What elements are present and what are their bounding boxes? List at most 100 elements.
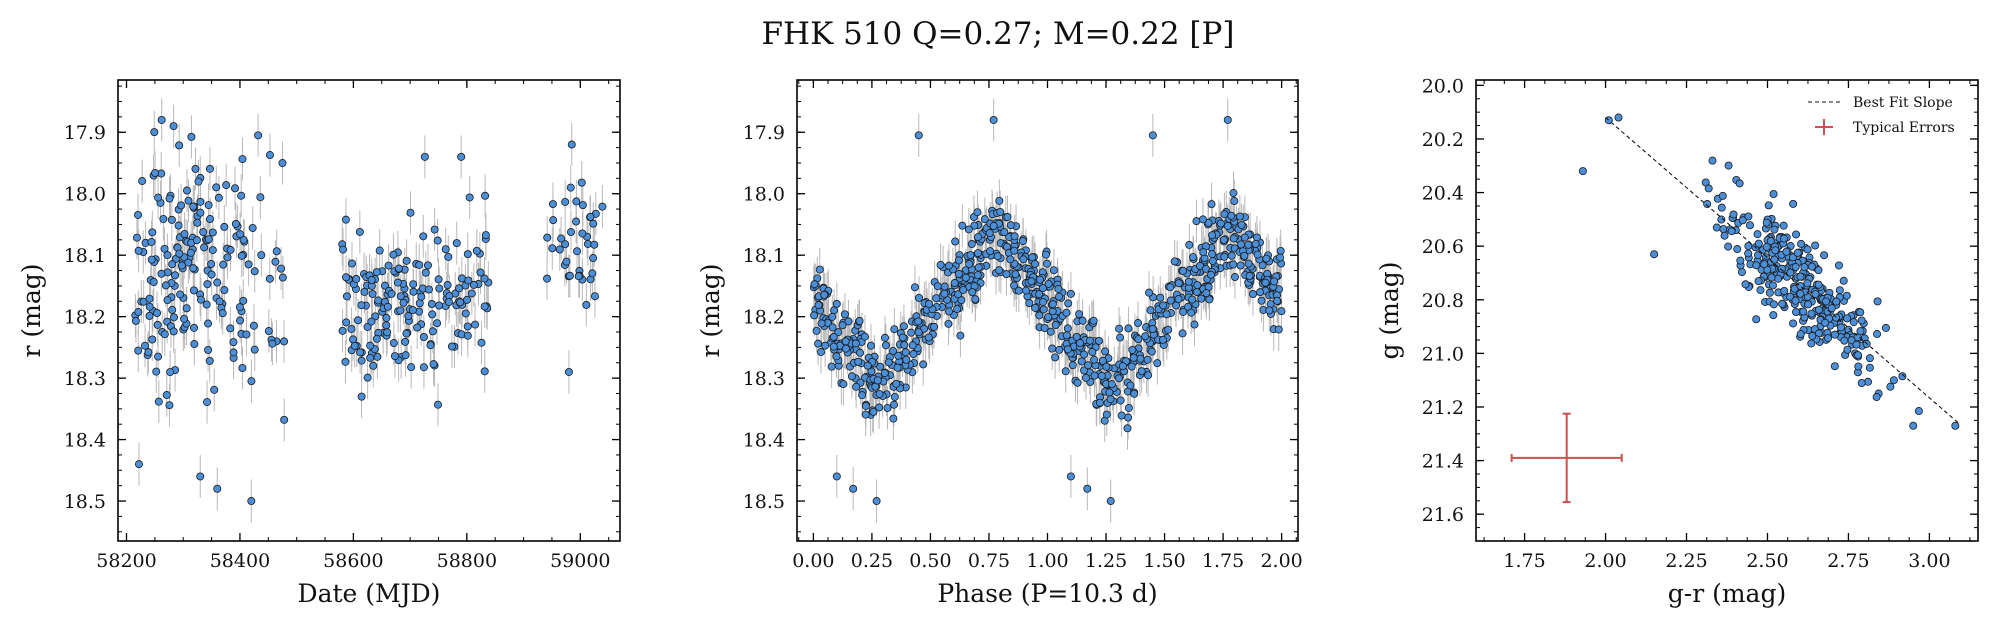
data-point xyxy=(1147,347,1156,356)
data-point xyxy=(1762,218,1771,227)
data-point xyxy=(945,307,954,316)
data-point xyxy=(280,337,289,346)
data-point xyxy=(974,263,983,272)
data-point xyxy=(1770,255,1779,264)
data-point xyxy=(1021,286,1030,295)
data-point xyxy=(180,314,189,323)
data-point xyxy=(151,168,160,177)
data-point xyxy=(954,269,963,278)
data-point xyxy=(869,407,878,416)
data-point xyxy=(165,194,174,203)
data-point xyxy=(1803,279,1812,288)
data-point xyxy=(1035,311,1044,320)
data-point xyxy=(1031,303,1040,312)
data-layer xyxy=(131,98,607,523)
data-point xyxy=(393,278,402,287)
data-point xyxy=(207,270,216,279)
data-point xyxy=(153,320,162,329)
data-point xyxy=(925,299,934,308)
data-point xyxy=(1735,179,1744,188)
data-point xyxy=(1220,210,1229,219)
data-point xyxy=(1738,216,1747,225)
data-point xyxy=(469,280,478,289)
y-tick-label: 21.2 xyxy=(1422,397,1464,419)
data-point xyxy=(1088,347,1097,356)
data-point xyxy=(1777,264,1786,273)
data-point xyxy=(481,231,490,240)
data-point xyxy=(1252,233,1261,242)
data-point xyxy=(1814,266,1823,275)
x-tick-label: 59000 xyxy=(550,550,610,572)
data-point xyxy=(1237,220,1246,229)
data-point xyxy=(1840,336,1849,345)
data-point xyxy=(1803,245,1812,254)
data-point xyxy=(1852,340,1861,349)
data-point xyxy=(1187,308,1196,317)
data-point xyxy=(1808,331,1817,340)
data-point xyxy=(223,253,232,262)
data-point xyxy=(1821,318,1830,327)
y-tick-label: 18.0 xyxy=(64,184,106,206)
data-point xyxy=(812,326,821,335)
data-point xyxy=(236,230,245,239)
data-point xyxy=(1117,411,1126,420)
data-point xyxy=(1799,307,1808,316)
data-point xyxy=(196,197,205,206)
data-point xyxy=(564,367,573,376)
data-point xyxy=(235,303,244,312)
data-point xyxy=(387,289,396,298)
data-point xyxy=(177,261,186,270)
data-point xyxy=(1216,219,1225,228)
data-point xyxy=(372,334,381,343)
x-tick-label: 1.75 xyxy=(1503,550,1545,572)
x-axis-label: Date (MJD) xyxy=(298,579,441,608)
data-point xyxy=(898,333,907,342)
data-point xyxy=(1754,277,1763,286)
x-tick-label: 0.75 xyxy=(968,550,1010,572)
data-point xyxy=(161,281,170,290)
data-point xyxy=(863,361,872,370)
data-point xyxy=(1106,497,1115,506)
data-point xyxy=(1762,242,1771,251)
data-point xyxy=(1223,221,1232,230)
data-point xyxy=(814,339,823,348)
data-point xyxy=(1791,308,1800,317)
data-point xyxy=(841,337,850,346)
data-point xyxy=(961,273,970,282)
data-point xyxy=(589,254,598,263)
data-point xyxy=(401,351,410,360)
data-point xyxy=(1066,289,1075,298)
data-point xyxy=(342,292,351,301)
data-point xyxy=(169,327,178,336)
data-point xyxy=(1914,407,1923,416)
x-tick-label: 0.25 xyxy=(851,550,893,572)
data-point xyxy=(1843,314,1852,323)
x-axis-label: Phase (P=10.3 d) xyxy=(937,579,1157,608)
data-point xyxy=(463,331,472,340)
y-tick-label: 18.2 xyxy=(64,307,106,329)
data-point xyxy=(940,289,949,298)
data-point xyxy=(168,305,177,314)
data-point xyxy=(1769,300,1778,309)
data-point xyxy=(481,191,490,200)
data-point xyxy=(889,347,898,356)
y-tick-label: 20.2 xyxy=(1422,129,1464,151)
data-point xyxy=(419,232,428,241)
data-point xyxy=(936,260,945,269)
data-point xyxy=(265,151,274,160)
data-point xyxy=(847,372,856,381)
data-point xyxy=(1101,347,1110,356)
data-point xyxy=(816,348,825,357)
data-point xyxy=(203,280,212,289)
data-point xyxy=(1857,379,1866,388)
data-point xyxy=(1753,251,1762,260)
data-point xyxy=(915,293,924,302)
data-point xyxy=(406,208,415,217)
data-point xyxy=(1881,323,1890,332)
data-point xyxy=(1822,297,1831,306)
data-point xyxy=(1143,355,1152,364)
data-point xyxy=(1274,325,1283,334)
data-point xyxy=(202,300,211,309)
data-point xyxy=(974,233,983,242)
data-point xyxy=(423,261,432,270)
